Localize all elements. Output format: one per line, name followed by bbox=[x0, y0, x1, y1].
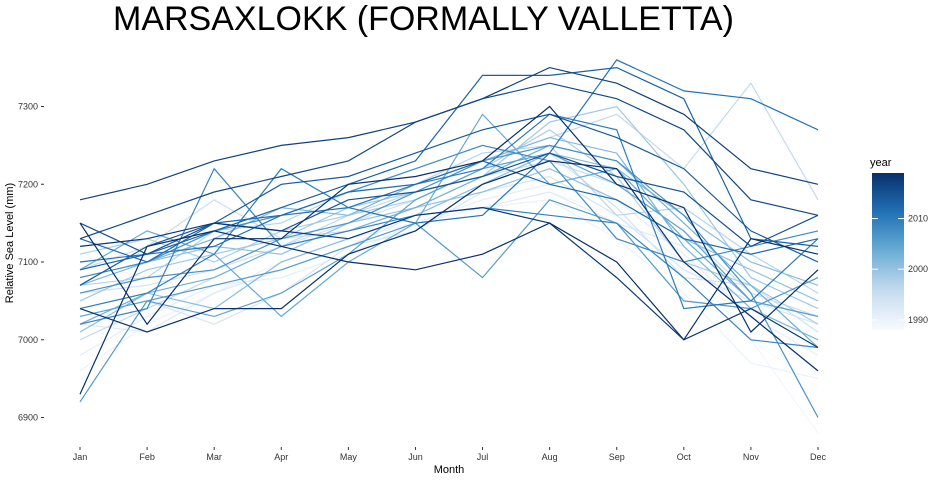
series-line-2003 bbox=[79, 144, 819, 348]
x-tick-label: Dec bbox=[810, 452, 827, 462]
x-axis: Jan Feb Mar Apr May Jun Jul Aug Sep Oct Nov Dec bbox=[73, 447, 827, 462]
series-line-2019 bbox=[79, 222, 819, 395]
series-line-1990 bbox=[79, 199, 819, 380]
series-line-2010 bbox=[79, 113, 819, 310]
series-line-2017 bbox=[79, 66, 819, 201]
legend-tick-label: 1990 bbox=[908, 315, 928, 325]
x-tick-label: Jul bbox=[477, 452, 489, 462]
series-line-2021 bbox=[79, 105, 819, 333]
y-tick-label: 6900 bbox=[18, 413, 38, 423]
series-line-2012 bbox=[79, 160, 819, 263]
x-tick-label: Jun bbox=[408, 452, 423, 462]
legend-colorbar bbox=[872, 173, 904, 330]
series-line-1998 bbox=[79, 129, 819, 325]
x-tick-label: Oct bbox=[677, 452, 692, 462]
series-line-2013 bbox=[79, 66, 819, 271]
y-tick-label: 7300 bbox=[18, 102, 38, 112]
legend-tick-label: 2010 bbox=[908, 214, 928, 224]
y-tick-label: 7200 bbox=[18, 179, 38, 189]
series-line-2020 bbox=[79, 160, 819, 372]
series-line-2014 bbox=[79, 113, 819, 286]
x-axis-title: Month bbox=[434, 464, 465, 476]
series-line-1988 bbox=[79, 199, 819, 387]
y-tick-label: 7000 bbox=[18, 335, 38, 345]
series-line-2008 bbox=[79, 144, 819, 279]
legend-tick-label: 2000 bbox=[908, 264, 928, 274]
series-line-2015 bbox=[79, 152, 819, 255]
x-tick-label: Feb bbox=[139, 452, 155, 462]
x-tick-label: May bbox=[340, 452, 358, 462]
legend-title: year bbox=[870, 157, 892, 169]
series-line-2011 bbox=[79, 59, 819, 263]
legend: year 1990 2000 2010 bbox=[870, 157, 928, 330]
x-tick-label: Mar bbox=[206, 452, 222, 462]
x-tick-label: Apr bbox=[274, 452, 288, 462]
series-line-2018 bbox=[79, 206, 819, 349]
series-line-2006 bbox=[79, 199, 819, 403]
series-line-2005 bbox=[79, 152, 819, 318]
y-tick-label: 7100 bbox=[18, 257, 38, 267]
legend-ticks: 1990 2000 2010 bbox=[872, 214, 928, 325]
series-layer bbox=[79, 59, 819, 434]
x-tick-label: Jan bbox=[73, 452, 88, 462]
x-tick-label: Aug bbox=[542, 452, 558, 462]
x-tick-label: Sep bbox=[609, 452, 625, 462]
series-line-2009 bbox=[79, 167, 819, 349]
series-line-2001 bbox=[79, 152, 819, 333]
y-axis-title: Relative Sea Level (mm) bbox=[4, 183, 16, 303]
y-axis: 6900 7000 7100 7200 7300 bbox=[18, 102, 44, 423]
x-tick-label: Nov bbox=[743, 452, 760, 462]
chart-title: MARSAXLOKK (FORMALLY VALLETTA) bbox=[113, 0, 734, 38]
